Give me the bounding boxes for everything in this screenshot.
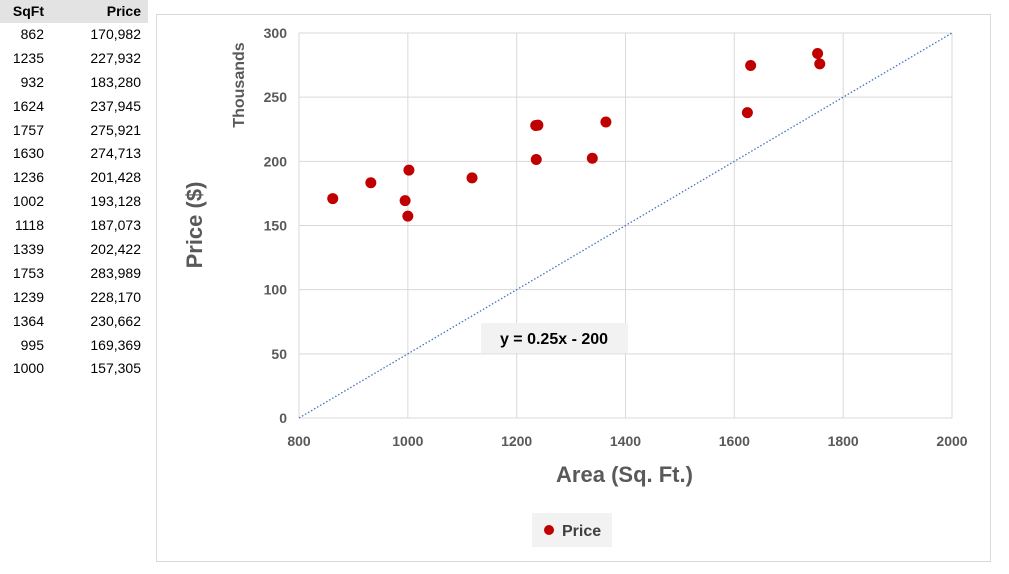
cell-price[interactable]: 230,662: [90, 312, 141, 329]
y-tick-label: 300: [264, 25, 288, 41]
cell-price[interactable]: 275,921: [90, 121, 141, 138]
data-point: [741, 107, 753, 119]
table-row: 1753 283,989: [0, 262, 148, 286]
trendline-equation: y = 0.25x - 200: [500, 331, 608, 348]
cell-sqft[interactable]: 1002: [12, 193, 44, 210]
cell-price[interactable]: 237,945: [90, 97, 141, 114]
data-point: [812, 48, 824, 60]
table-row: 995 169,369: [0, 334, 148, 358]
table-row: 1000 157,305: [0, 357, 148, 381]
data-table: SqFt Price 862 170,982 1235 227,932 932 183,280…: [0, 0, 148, 381]
x-tick-label: 1000: [392, 433, 423, 449]
cell-price[interactable]: 193,128: [90, 193, 141, 210]
y-axis-title: Price ($): [182, 182, 207, 269]
y-tick-label: 250: [264, 89, 288, 105]
data-point: [532, 119, 544, 131]
cell-price[interactable]: 274,713: [90, 145, 141, 162]
table-header: SqFt Price: [0, 0, 148, 23]
cell-price[interactable]: 201,428: [90, 169, 141, 186]
data-point: [365, 177, 377, 189]
y-tick-label: 100: [264, 282, 288, 298]
table-row: 1364 230,662: [0, 310, 148, 334]
x-tick-label: 1200: [501, 433, 532, 449]
y-tick-label: 50: [271, 346, 287, 362]
table-row: 1118 187,073: [0, 214, 148, 238]
cell-sqft[interactable]: 1000: [12, 360, 44, 377]
cell-price[interactable]: 283,989: [90, 264, 141, 281]
x-tick-label: 2000: [936, 433, 967, 449]
trendline-label-box: [481, 323, 628, 353]
cell-sqft[interactable]: 1118: [14, 217, 44, 234]
legend-marker: [544, 525, 554, 535]
cell-sqft[interactable]: 1239: [12, 288, 44, 305]
y-tick-label: 200: [264, 153, 288, 169]
table-row: 1235 227,932: [0, 47, 148, 71]
cell-sqft[interactable]: 1753: [12, 264, 44, 281]
cell-sqft[interactable]: 995: [20, 336, 44, 353]
y-tick-label: 150: [264, 218, 288, 234]
table-row: 862 170,982: [0, 23, 148, 47]
cell-price[interactable]: 157,305: [90, 360, 141, 377]
data-point: [530, 154, 542, 166]
cell-price[interactable]: 228,170: [90, 288, 141, 305]
cell-price[interactable]: 187,073: [90, 217, 141, 234]
table-row: 1630 274,713: [0, 142, 148, 166]
data-point: [466, 172, 478, 184]
cell-sqft[interactable]: 1339: [12, 241, 44, 258]
table-row: 1339 202,422: [0, 238, 148, 262]
cell-price[interactable]: 169,369: [90, 336, 141, 353]
x-tick-label: 1600: [719, 433, 750, 449]
cell-sqft[interactable]: 1624: [12, 97, 44, 114]
cell-price[interactable]: 170,982: [90, 26, 141, 42]
x-tick-label: 1400: [610, 433, 641, 449]
cell-sqft[interactable]: 1235: [12, 49, 44, 66]
data-point: [402, 210, 414, 222]
cell-sqft[interactable]: 1757: [12, 121, 44, 138]
table-row: 1239 228,170: [0, 286, 148, 310]
table-row: 1757 275,921: [0, 119, 148, 143]
x-tick-label: 1800: [828, 433, 859, 449]
cell-sqft[interactable]: 1630: [12, 145, 44, 162]
data-point: [745, 59, 757, 71]
data-point: [814, 58, 826, 70]
table-row: 932 183,280: [0, 71, 148, 95]
header-price[interactable]: Price: [106, 3, 141, 19]
cell-sqft[interactable]: 862: [20, 26, 44, 42]
cell-price[interactable]: 183,280: [90, 73, 141, 90]
y-axis-unit-label: Thousands: [231, 42, 248, 127]
trendline: [298, 32, 953, 419]
legend-label: Price: [562, 523, 601, 540]
table-row: 1002 193,128: [0, 190, 148, 214]
x-tick-label: 800: [287, 433, 311, 449]
data-point: [586, 152, 598, 164]
cell-sqft[interactable]: 1236: [12, 169, 44, 186]
cell-price[interactable]: 202,422: [90, 241, 141, 258]
table-row: 1236 201,428: [0, 166, 148, 190]
data-point: [403, 164, 415, 176]
cell-sqft[interactable]: 1364: [12, 312, 44, 329]
x-axis-title: Area (Sq. Ft.): [556, 462, 693, 487]
cell-sqft[interactable]: 932: [20, 73, 44, 90]
data-point: [399, 195, 411, 207]
table-row: 1624 237,945: [0, 95, 148, 119]
data-point: [327, 193, 339, 205]
chart-area[interactable]: [156, 14, 991, 562]
header-sqft[interactable]: SqFt: [12, 3, 44, 19]
data-point: [600, 116, 612, 128]
y-tick-label: 0: [279, 410, 287, 426]
cell-price[interactable]: 227,932: [90, 49, 141, 66]
